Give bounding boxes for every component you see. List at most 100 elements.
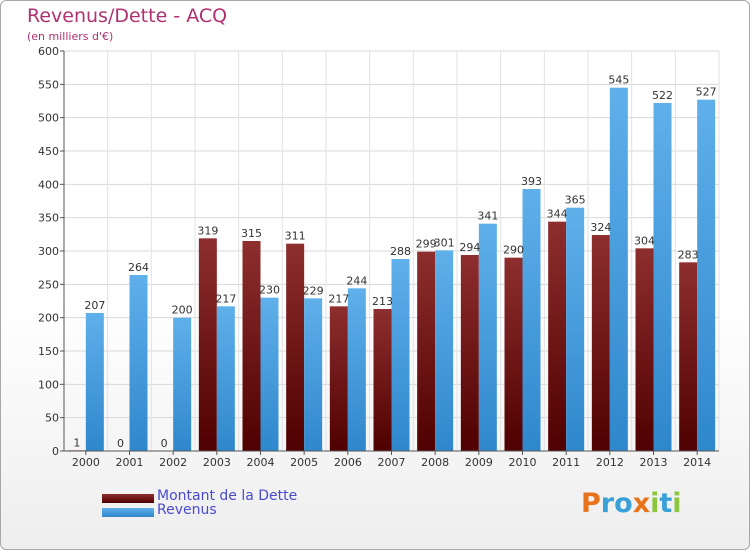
bar-debt bbox=[198, 238, 217, 451]
x-tick-label: 2011 bbox=[552, 456, 580, 469]
bar-revenue bbox=[391, 259, 410, 451]
data-label-revenue: 527 bbox=[696, 86, 717, 99]
bar-revenue bbox=[566, 207, 585, 451]
data-label-debt: 1 bbox=[73, 436, 80, 449]
data-label-revenue: 230 bbox=[259, 284, 280, 297]
data-label-debt: 294 bbox=[459, 241, 480, 254]
bar-revenue bbox=[522, 189, 541, 451]
chart-title: Revenus/Dette - ACQ bbox=[27, 5, 228, 27]
bar-debt bbox=[242, 241, 261, 451]
legend-label-revenue: Revenus bbox=[157, 502, 217, 518]
data-label-debt: 319 bbox=[197, 224, 218, 237]
bar-debt bbox=[329, 306, 348, 451]
data-labels: 1 207 0 264 0 200 319 217 315 230 311 229 217 244 213 2… bbox=[73, 74, 716, 450]
data-label-debt: 0 bbox=[117, 437, 124, 450]
legend-label-debt: Montant de la Dette bbox=[157, 488, 298, 504]
y-tick-label: 200 bbox=[38, 312, 59, 325]
data-label-revenue: 545 bbox=[608, 74, 629, 87]
data-label-revenue: 393 bbox=[521, 175, 542, 188]
x-tick-label: 2002 bbox=[159, 456, 187, 469]
x-tick-label: 2005 bbox=[290, 456, 318, 469]
bar-revenue bbox=[347, 288, 366, 451]
y-tick-label: 450 bbox=[38, 145, 59, 158]
data-label-debt: 311 bbox=[285, 230, 306, 243]
data-label-revenue: 301 bbox=[434, 236, 455, 249]
bar-revenue bbox=[85, 313, 104, 451]
y-tick-label: 250 bbox=[38, 278, 59, 291]
proxiti-logo: Proxiti bbox=[581, 488, 682, 519]
legend-swatch-debt bbox=[102, 494, 154, 503]
bar-revenue bbox=[304, 298, 323, 451]
bar-revenue bbox=[609, 87, 628, 452]
x-tick-label: 2008 bbox=[421, 456, 449, 469]
bar-revenue bbox=[478, 223, 497, 451]
data-label-debt: 283 bbox=[678, 248, 699, 261]
logo-letter: x bbox=[632, 488, 651, 519]
data-label-debt: 290 bbox=[503, 244, 524, 257]
y-tick-label: 50 bbox=[45, 412, 59, 425]
y-tick-label: 0 bbox=[52, 445, 59, 458]
bar-debt bbox=[460, 255, 479, 451]
data-label-debt: 315 bbox=[241, 227, 262, 240]
chart-subtitle: (en milliers d'€) bbox=[27, 30, 114, 43]
bars bbox=[67, 87, 716, 452]
bar-revenue bbox=[129, 275, 148, 451]
x-tick-label: 2006 bbox=[334, 456, 362, 469]
data-label-revenue: 207 bbox=[84, 299, 105, 312]
x-tick-label: 2014 bbox=[683, 456, 711, 469]
data-label-debt: 324 bbox=[590, 221, 611, 234]
data-label-revenue: 244 bbox=[346, 274, 367, 287]
data-label-debt: 299 bbox=[416, 238, 437, 251]
data-label-debt: 213 bbox=[372, 295, 393, 308]
data-label-revenue: 365 bbox=[565, 194, 586, 207]
bar-revenue bbox=[435, 250, 454, 451]
x-tick-label: 2004 bbox=[247, 456, 275, 469]
y-tick-label: 550 bbox=[38, 78, 59, 91]
y-tick-label: 100 bbox=[38, 378, 59, 391]
y-tick-label: 150 bbox=[38, 345, 59, 358]
bar-debt bbox=[504, 257, 523, 451]
data-label-revenue: 217 bbox=[215, 292, 236, 305]
bar-debt bbox=[286, 243, 305, 451]
x-tick-label: 2012 bbox=[596, 456, 624, 469]
bar-debt bbox=[635, 248, 654, 451]
x-tick-label: 2013 bbox=[640, 456, 668, 469]
bar-debt bbox=[591, 235, 610, 451]
logo-letter: r bbox=[600, 488, 615, 519]
bar-revenue bbox=[697, 99, 716, 452]
x-tick-label: 2009 bbox=[465, 456, 493, 469]
data-label-revenue: 200 bbox=[172, 304, 193, 317]
data-label-revenue: 229 bbox=[303, 284, 324, 297]
legend-swatch-revenue bbox=[102, 508, 154, 517]
data-label-debt: 217 bbox=[328, 292, 349, 305]
x-tick-label: 2003 bbox=[203, 456, 231, 469]
bar-debt bbox=[548, 221, 567, 451]
logo-letter: i bbox=[672, 488, 682, 519]
y-tick-label: 300 bbox=[38, 245, 59, 258]
data-label-revenue: 288 bbox=[390, 245, 411, 258]
bar-debt bbox=[417, 251, 436, 451]
bar-debt bbox=[373, 309, 392, 451]
x-tick-label: 2001 bbox=[116, 456, 144, 469]
data-label-debt: 344 bbox=[547, 208, 568, 221]
logo-letter: t bbox=[659, 488, 673, 519]
bar-revenue bbox=[653, 103, 672, 451]
bar-revenue bbox=[216, 306, 235, 451]
x-tick-label: 2010 bbox=[509, 456, 537, 469]
data-label-revenue: 522 bbox=[652, 89, 673, 102]
data-label-revenue: 264 bbox=[128, 261, 149, 274]
y-tick-label: 400 bbox=[38, 178, 59, 191]
data-label-debt: 304 bbox=[634, 234, 655, 247]
bar-debt bbox=[679, 262, 698, 451]
logo-letter: P bbox=[581, 488, 601, 519]
y-tick-label: 600 bbox=[38, 45, 59, 58]
y-tick-label: 350 bbox=[38, 212, 59, 225]
x-tick-label: 2007 bbox=[378, 456, 406, 469]
bar-revenue bbox=[260, 297, 279, 451]
logo-letter: o bbox=[614, 488, 633, 519]
x-tick-label: 2000 bbox=[72, 456, 100, 469]
data-label-revenue: 341 bbox=[477, 210, 498, 223]
logo-letter: i bbox=[650, 488, 660, 519]
